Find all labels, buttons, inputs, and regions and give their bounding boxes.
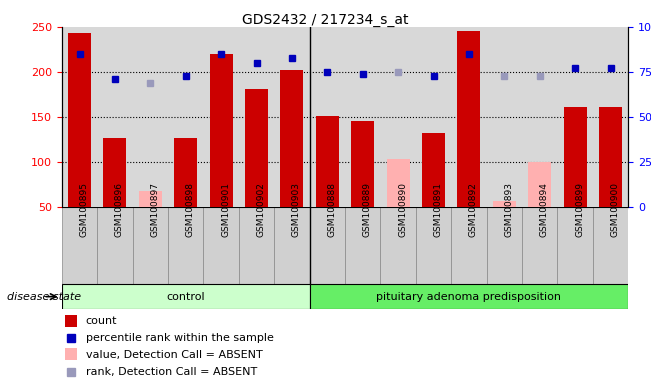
Bar (274, 207, 310, 284)
Bar (564, 107, 587, 207)
Bar (310, 284, 628, 309)
Text: control: control (167, 291, 205, 302)
Text: GSM100903: GSM100903 (292, 182, 301, 237)
Text: percentile rank within the sample: percentile rank within the sample (86, 333, 273, 343)
Bar (345, 207, 380, 284)
Bar (139, 191, 162, 207)
Bar (203, 207, 239, 284)
Bar (245, 89, 268, 207)
Bar (97, 207, 133, 284)
Text: GSM100898: GSM100898 (186, 182, 195, 237)
Bar (352, 121, 374, 207)
Bar (210, 54, 232, 207)
Bar (528, 162, 551, 207)
Bar (522, 207, 557, 284)
Bar (416, 207, 451, 284)
Bar (593, 207, 628, 284)
Bar (168, 207, 203, 284)
Bar (599, 107, 622, 207)
Text: GSM100900: GSM100900 (611, 182, 620, 237)
Text: GSM100891: GSM100891 (434, 182, 443, 237)
Bar (104, 138, 126, 207)
Bar (68, 33, 91, 207)
Text: GSM100901: GSM100901 (221, 182, 230, 237)
Text: count: count (86, 316, 117, 326)
Bar (281, 70, 303, 207)
Text: GSM100894: GSM100894 (540, 182, 549, 237)
Bar (65, 314, 77, 327)
Text: GSM100893: GSM100893 (505, 182, 514, 237)
Text: GSM100902: GSM100902 (256, 182, 266, 237)
Bar (239, 207, 274, 284)
Text: rank, Detection Call = ABSENT: rank, Detection Call = ABSENT (86, 367, 257, 377)
Text: GSM100899: GSM100899 (575, 182, 584, 237)
Bar (174, 138, 197, 207)
Bar (458, 31, 480, 207)
Bar (316, 116, 339, 207)
Bar (380, 207, 416, 284)
Bar (310, 207, 345, 284)
Bar (487, 207, 522, 284)
Text: value, Detection Call = ABSENT: value, Detection Call = ABSENT (86, 350, 262, 360)
Bar (133, 207, 168, 284)
Bar (62, 284, 310, 309)
Bar (557, 207, 593, 284)
Text: GSM100890: GSM100890 (398, 182, 407, 237)
Text: pituitary adenoma predisposition: pituitary adenoma predisposition (376, 291, 561, 302)
Text: disease state: disease state (7, 291, 81, 302)
Text: GDS2432 / 217234_s_at: GDS2432 / 217234_s_at (242, 13, 409, 27)
Bar (65, 348, 77, 360)
Bar (387, 159, 409, 207)
Text: GSM100897: GSM100897 (150, 182, 159, 237)
Text: GSM100895: GSM100895 (79, 182, 89, 237)
Bar (62, 207, 97, 284)
Text: GSM100888: GSM100888 (327, 182, 337, 237)
Bar (422, 133, 445, 207)
Bar (451, 207, 487, 284)
Text: GSM100896: GSM100896 (115, 182, 124, 237)
Bar (493, 201, 516, 207)
Text: GSM100892: GSM100892 (469, 182, 478, 237)
Text: GSM100889: GSM100889 (363, 182, 372, 237)
